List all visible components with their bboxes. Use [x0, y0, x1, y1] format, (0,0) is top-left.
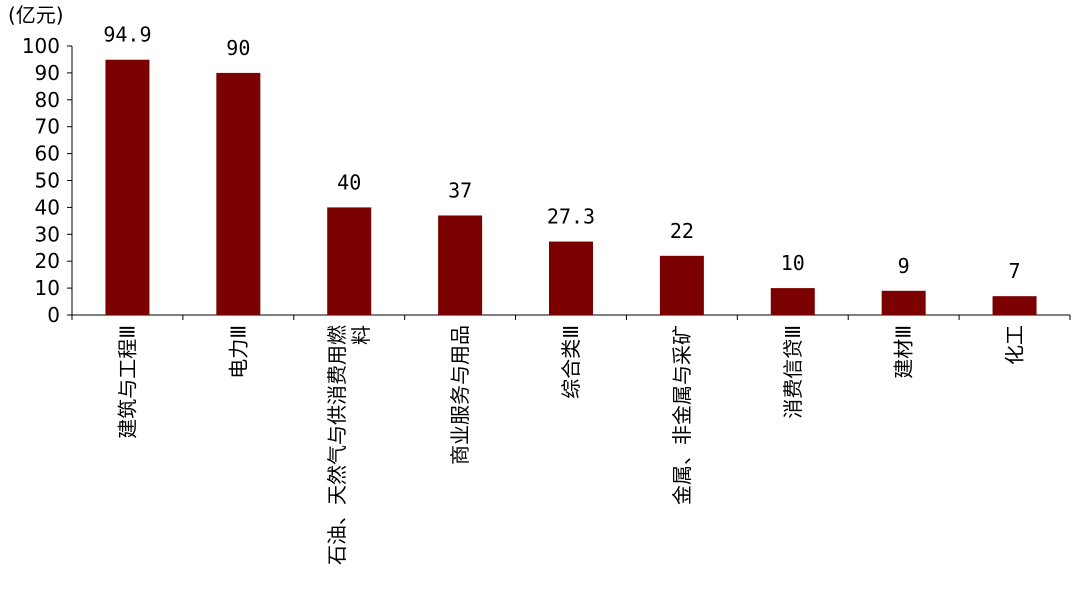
data-label: 10 — [781, 251, 805, 275]
category-label: 石油、天然气与供消费用燃 — [325, 325, 349, 565]
y-tick-label: 100 — [22, 34, 60, 58]
data-label: 40 — [337, 170, 361, 194]
bars — [105, 59, 1037, 316]
data-label: 9 — [898, 254, 910, 278]
category-label: 建筑与工程Ⅲ — [115, 325, 139, 439]
data-label: 22 — [670, 219, 694, 243]
y-tick-label: 30 — [35, 222, 60, 246]
bar — [549, 241, 593, 315]
category-label: 料 — [349, 325, 373, 345]
data-label: 94.9 — [103, 23, 151, 47]
category-label: 综合类Ⅲ — [559, 325, 583, 399]
bar — [881, 290, 926, 315]
data-labels: 94.9 90 40 37 27.3 22 10 9 7 — [103, 23, 1020, 283]
bar — [438, 215, 483, 315]
y-tick-label: 70 — [35, 115, 60, 139]
category-label: 化工 — [1003, 325, 1027, 365]
y-tick-label: 0 — [47, 303, 60, 327]
category-label: 电力Ⅲ — [226, 325, 250, 379]
bar — [992, 296, 1037, 315]
category-label: 消费信贷Ⅲ — [781, 325, 805, 419]
data-label: 37 — [448, 178, 472, 202]
y-tick-label: 50 — [35, 169, 60, 193]
bar — [105, 59, 150, 316]
category-label: 商业服务与用品 — [448, 325, 472, 465]
y-axis-unit-label: (亿元) — [8, 3, 64, 27]
category-label: 金属、非金属与采矿 — [670, 325, 694, 505]
data-label: 90 — [226, 36, 250, 60]
y-tick-label: 80 — [35, 88, 60, 112]
y-tick-label: 60 — [35, 142, 60, 166]
data-label: 7 — [1009, 259, 1021, 283]
category-label: 建材Ⅲ — [892, 325, 916, 379]
bar — [659, 255, 704, 315]
data-label: 27.3 — [547, 205, 595, 229]
bar — [770, 288, 815, 315]
y-tick-label: 40 — [35, 195, 60, 219]
category-labels: 建筑与工程Ⅲ 电力Ⅲ 石油、天然气与供消费用燃料 商业服务与用品 综合类Ⅲ 金属、非金属与… — [115, 325, 1026, 565]
y-tick-label: 10 — [35, 276, 60, 300]
y-tick-label: 20 — [35, 249, 60, 273]
y-tick-label: 90 — [35, 61, 60, 85]
bar — [216, 72, 261, 316]
bar — [327, 207, 372, 315]
